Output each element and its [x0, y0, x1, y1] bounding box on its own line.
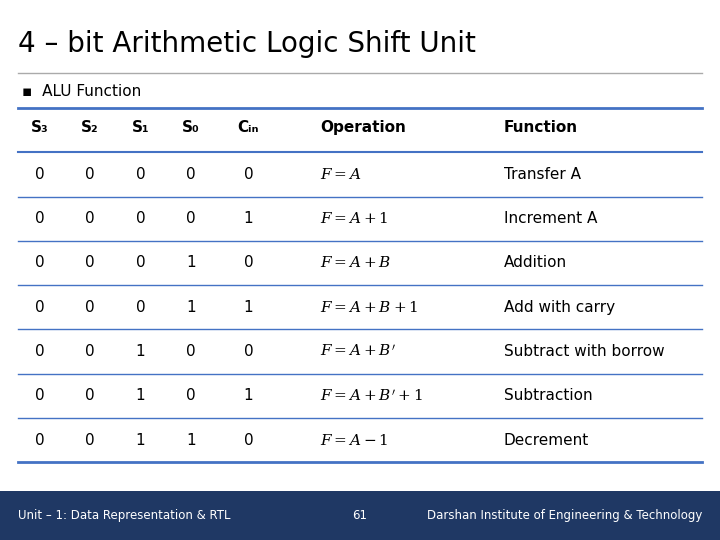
Text: Unit – 1: Data Representation & RTL: Unit – 1: Data Representation & RTL — [18, 509, 230, 522]
Text: 61: 61 — [353, 509, 367, 522]
Text: ▪  ALU Function: ▪ ALU Function — [22, 84, 141, 99]
Text: 0: 0 — [243, 167, 253, 182]
Text: Addition: Addition — [504, 255, 567, 271]
Text: 0: 0 — [85, 388, 95, 403]
Text: 1: 1 — [186, 433, 196, 448]
Text: Darshan Institute of Engineering & Technology: Darshan Institute of Engineering & Techn… — [427, 509, 702, 522]
Text: 0: 0 — [243, 344, 253, 359]
Text: Transfer A: Transfer A — [504, 167, 581, 182]
Text: 0: 0 — [85, 300, 95, 315]
Text: 0: 0 — [35, 211, 45, 226]
Text: 1: 1 — [135, 344, 145, 359]
Text: Decrement: Decrement — [504, 433, 589, 448]
Text: S₃: S₃ — [31, 120, 48, 136]
Text: 0: 0 — [135, 211, 145, 226]
Text: 1: 1 — [243, 388, 253, 403]
Text: 0: 0 — [85, 344, 95, 359]
Text: 0: 0 — [35, 300, 45, 315]
Text: 0: 0 — [186, 388, 196, 403]
Text: 0: 0 — [35, 167, 45, 182]
Text: 0: 0 — [85, 211, 95, 226]
Text: 1: 1 — [135, 388, 145, 403]
Text: 0: 0 — [35, 344, 45, 359]
Text: Operation: Operation — [320, 120, 406, 136]
Text: 1: 1 — [186, 300, 196, 315]
Text: $F=A$: $F=A$ — [320, 167, 362, 182]
Text: 0: 0 — [35, 433, 45, 448]
Text: 0: 0 — [85, 433, 95, 448]
Text: $F=A+B'+1$: $F=A+B'+1$ — [320, 388, 423, 404]
Text: S₀: S₀ — [182, 120, 199, 136]
Text: 0: 0 — [85, 255, 95, 271]
Text: 0: 0 — [35, 255, 45, 271]
Text: 1: 1 — [243, 300, 253, 315]
Text: 0: 0 — [85, 167, 95, 182]
Text: 0: 0 — [135, 167, 145, 182]
Text: Function: Function — [504, 120, 578, 136]
Text: Subtraction: Subtraction — [504, 388, 593, 403]
Text: 0: 0 — [35, 388, 45, 403]
Text: $F=A+B$: $F=A+B$ — [320, 255, 392, 271]
Text: 1: 1 — [186, 255, 196, 271]
Text: 0: 0 — [186, 344, 196, 359]
Text: 0: 0 — [135, 300, 145, 315]
Text: Increment A: Increment A — [504, 211, 598, 226]
Text: 0: 0 — [243, 433, 253, 448]
Bar — [0, 491, 720, 540]
Text: 1: 1 — [243, 211, 253, 226]
Text: 1: 1 — [135, 433, 145, 448]
Text: $F=A-1$: $F=A-1$ — [320, 433, 389, 448]
Text: S₁: S₁ — [132, 120, 149, 136]
Text: $F=A+B'$: $F=A+B'$ — [320, 343, 397, 360]
Text: $F=A+1$: $F=A+1$ — [320, 211, 389, 226]
Text: 4 – bit Arithmetic Logic Shift Unit: 4 – bit Arithmetic Logic Shift Unit — [18, 30, 476, 58]
Text: 0: 0 — [186, 167, 196, 182]
Text: $F=A+B+1$: $F=A+B+1$ — [320, 300, 419, 315]
Text: Subtract with borrow: Subtract with borrow — [504, 344, 665, 359]
Text: 0: 0 — [243, 255, 253, 271]
Text: Cᵢₙ: Cᵢₙ — [238, 120, 259, 136]
Text: Add with carry: Add with carry — [504, 300, 615, 315]
Text: S₂: S₂ — [81, 120, 99, 136]
Text: 0: 0 — [186, 211, 196, 226]
Text: 0: 0 — [135, 255, 145, 271]
